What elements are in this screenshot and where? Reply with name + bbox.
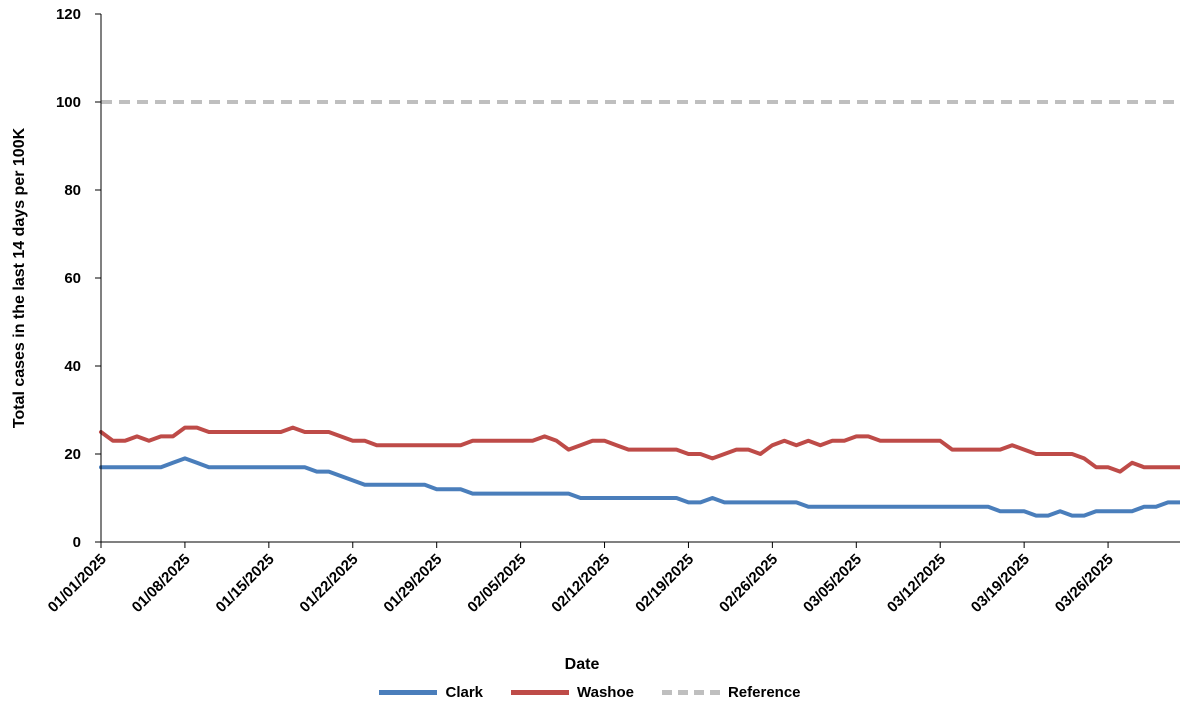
- x-tick-label: 02/05/2025: [464, 551, 529, 616]
- legend-swatch-reference: [661, 689, 720, 695]
- y-ticks: 0 20 40 60 80 100 120: [56, 6, 101, 551]
- x-tick-label: 02/19/2025: [632, 551, 697, 616]
- x-tick-label: 01/08/2025: [129, 551, 194, 616]
- legend-item-clark: Clark: [379, 684, 483, 701]
- y-tick-label: 100: [56, 94, 81, 111]
- series-line-clark: [99, 456, 1180, 518]
- y-tick-label: 80: [64, 182, 81, 199]
- x-tick-label: 03/05/2025: [800, 551, 865, 616]
- y-tick-label: 40: [64, 358, 81, 375]
- legend-label-clark: Clark: [445, 683, 484, 701]
- x-tick-label: 01/01/2025: [45, 551, 110, 616]
- axes: [100, 14, 1180, 543]
- x-tick-label: 03/12/2025: [884, 551, 949, 616]
- x-tick-label: 03/26/2025: [1052, 551, 1117, 616]
- x-tick-label: 02/12/2025: [548, 551, 613, 616]
- y-tick-label: 0: [73, 534, 81, 551]
- legend-label-reference: Reference: [727, 683, 801, 701]
- y-tick-label: 60: [64, 270, 81, 287]
- x-axis-title: Date: [565, 656, 600, 673]
- legend-swatch-washoe: [511, 689, 570, 695]
- legend-item-reference: Reference: [661, 683, 801, 701]
- y-axis-title: Total cases in the last 14 days per 100K: [11, 127, 28, 428]
- y-tick-label: 120: [56, 6, 81, 23]
- series-line-washoe: [99, 425, 1180, 474]
- legend-item-washoe: Washoe: [511, 684, 634, 701]
- x-tick-label: 01/15/2025: [213, 551, 278, 616]
- x-ticks: 01/01/2025 01/08/2025 01/15/2025 01/22/2025…: [45, 542, 1117, 616]
- x-tick-label: 01/29/2025: [380, 551, 445, 616]
- plot-lines: [99, 100, 1180, 518]
- legend: Clark Washoe Reference: [0, 680, 1180, 704]
- legend-label-washoe: Washoe: [577, 683, 634, 701]
- x-tick-label: 02/26/2025: [716, 551, 781, 616]
- y-tick-label: 20: [64, 446, 81, 463]
- legend-swatch-clark: [379, 689, 438, 695]
- x-tick-label: 03/19/2025: [968, 551, 1033, 616]
- x-tick-label: 01/22/2025: [296, 551, 361, 616]
